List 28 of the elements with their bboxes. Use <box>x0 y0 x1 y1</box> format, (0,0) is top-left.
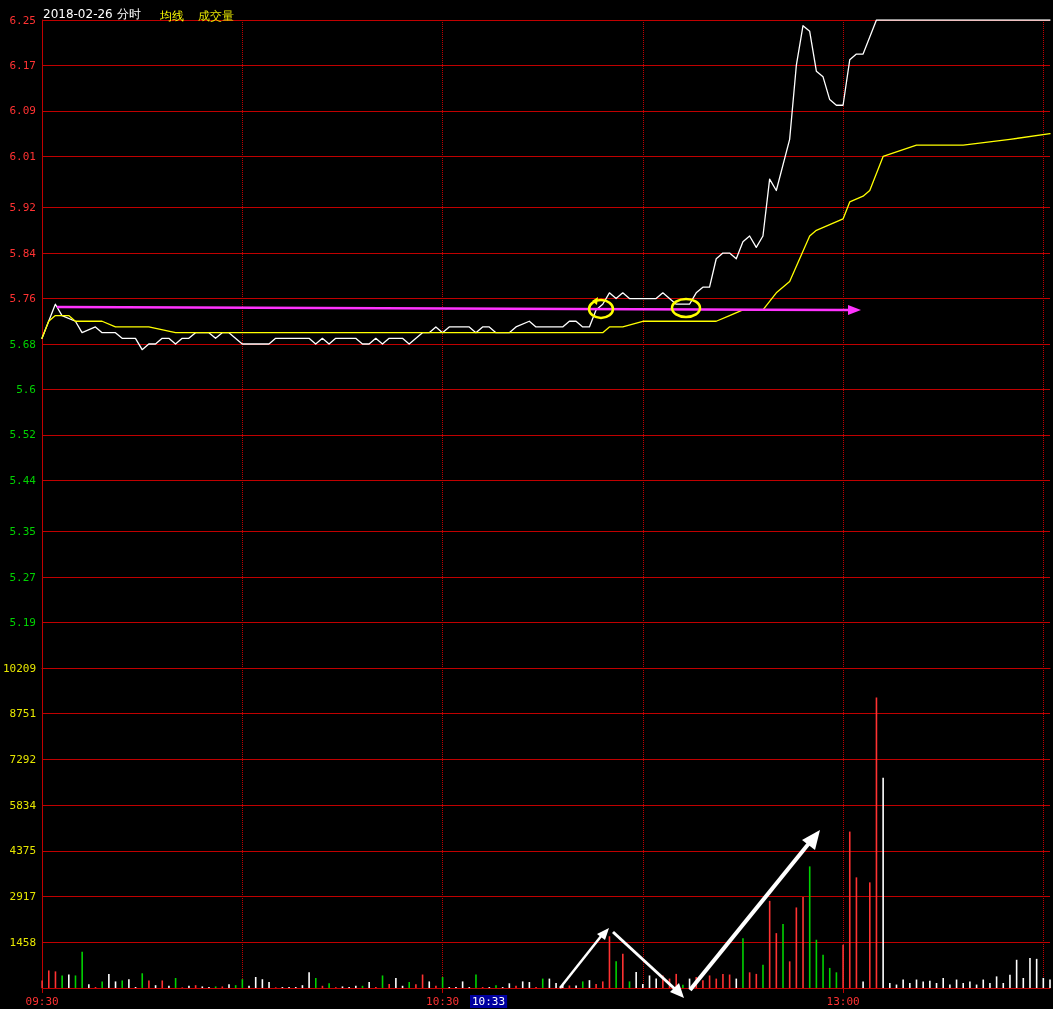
y-tick-label: 6.25 <box>9 13 36 27</box>
y-tick-label: 5.27 <box>9 570 36 584</box>
text: 均线 <box>159 9 184 23</box>
x-tick-label: 13:00 <box>826 995 860 1008</box>
y-tick-label: 5.84 <box>9 246 37 260</box>
y-tick-label: 5.76 <box>9 292 36 306</box>
text: 10:33 <box>472 995 506 1008</box>
y-tick-label: 5.44 <box>9 473 37 487</box>
y-tick-label: 5.35 <box>9 525 36 539</box>
y-tick-label: 7292 <box>9 752 37 766</box>
y-tick-label: 6.17 <box>9 58 36 72</box>
y-tick-label: 5.92 <box>9 201 36 215</box>
y-tick-label: 6.09 <box>9 104 36 118</box>
y-tick-label: 6.01 <box>9 149 36 163</box>
y-tick-label: 1458 <box>9 935 37 949</box>
y-tick-label: 4375 <box>9 844 37 858</box>
x-tick-label: 09:30 <box>25 995 59 1008</box>
x-tick-label: 10:30 <box>426 995 460 1008</box>
y-tick-label: 5.52 <box>9 428 36 442</box>
y-tick-label: 2917 <box>9 890 37 904</box>
chart-title: 2018-02-26 分时 <box>43 7 141 21</box>
y-tick-label: 5.19 <box>9 616 36 630</box>
y-tick-label: 5.68 <box>9 337 36 351</box>
text: 成交量 <box>198 9 234 23</box>
y-tick-label: 5834 <box>9 798 37 812</box>
y-tick-label: 5.6 <box>16 382 36 396</box>
y-tick-label: 10209 <box>2 661 37 675</box>
y-tick-label: 8751 <box>9 707 37 721</box>
